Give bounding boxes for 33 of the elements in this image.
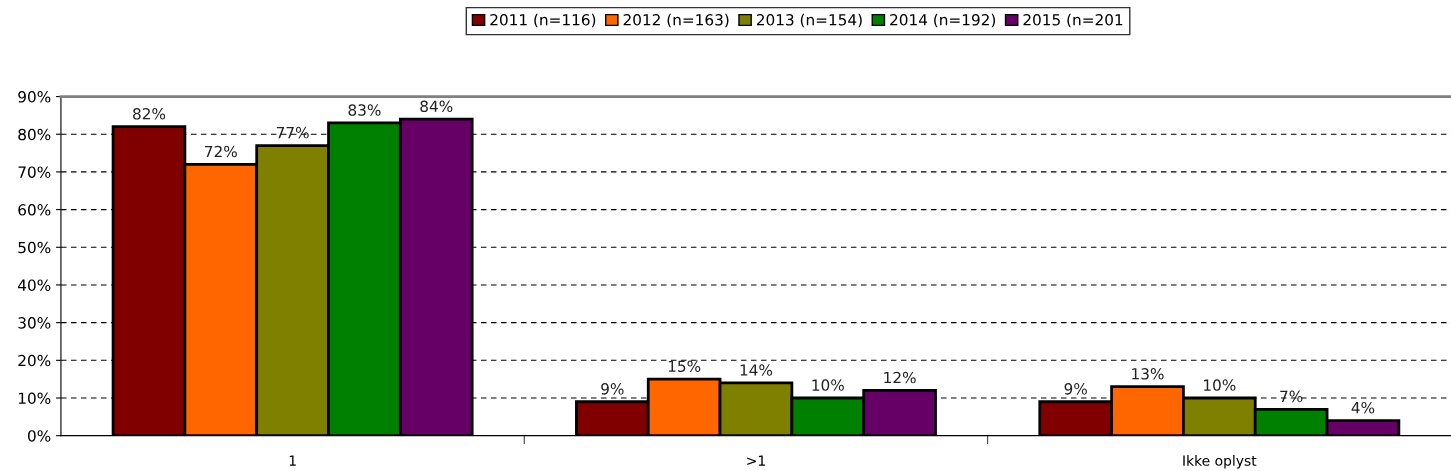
x-tick-label: >1 [747, 455, 765, 466]
data-label: 77% [276, 126, 309, 139]
data-label: 4% [1351, 401, 1375, 414]
data-label: 7% [1280, 390, 1303, 403]
y-tick-label: 50% [18, 241, 51, 254]
x-tick-label: 1 [289, 455, 296, 466]
data-label: 12% [884, 371, 916, 384]
data-label: 10% [812, 379, 844, 391]
legend-label: 2012 (n=163) [623, 13, 729, 28]
data-label: 83% [348, 104, 381, 116]
y-tick-label: 90% [18, 91, 51, 103]
data-label: 13% [1132, 368, 1164, 380]
y-tick-label: 80% [18, 128, 51, 141]
data-label: 72% [205, 145, 237, 158]
data-label: 9% [1064, 383, 1087, 395]
legend-label: 2015 (n=201 [1023, 13, 1123, 28]
data-label: 10% [1204, 379, 1236, 391]
legend-label: 2011 (n=116) [490, 13, 596, 28]
data-label: 84% [420, 100, 453, 113]
legend-label: 2013 (n=154) [756, 13, 862, 28]
y-tick-label: 10% [18, 392, 51, 405]
y-tick-label: 60% [18, 204, 51, 216]
data-label: 14% [740, 364, 773, 376]
x-tick-label: Ikke oplyst [1183, 455, 1257, 469]
legend-label: 2014 (n=192) [890, 13, 996, 28]
y-tick-label: 30% [18, 317, 51, 329]
y-tick-label: 20% [18, 354, 51, 367]
data-label: 9% [601, 383, 624, 395]
y-tick-label: 70% [18, 166, 51, 178]
y-tick-label: 0% [27, 430, 51, 442]
y-tick-label: 40% [18, 279, 51, 291]
data-label: 82% [133, 108, 166, 120]
data-label: 15% [668, 360, 701, 373]
